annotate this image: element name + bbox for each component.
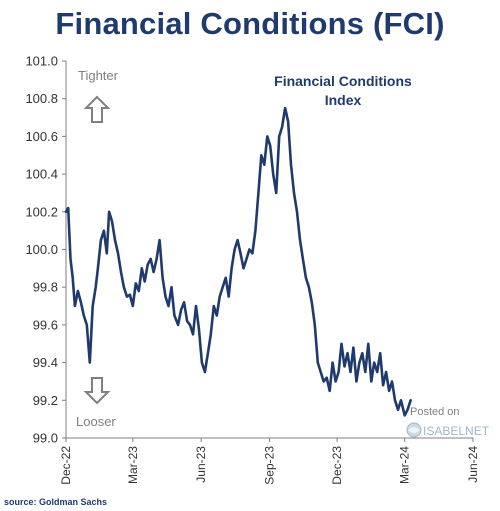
y-tick-label: 99.2 — [33, 393, 58, 408]
x-tick-label: Mar-24 — [398, 446, 412, 484]
x-axis-ticks: Dec-22 Mar-23 Jun-23 Sep-23 Dec-23 Mar-24 Jun-… — [59, 438, 480, 485]
y-tick-label: 101.0 — [25, 54, 58, 69]
series-label-line2: Index — [325, 92, 362, 108]
y-tick-label: 99.8 — [33, 280, 58, 295]
x-tick-label: Sep-23 — [263, 446, 277, 485]
isabelnet-logo-icon — [406, 422, 422, 438]
y-axis-ticks: 101.0 100.8 100.6 100.4 100.2 100.0 99.8 99.6 99… — [25, 54, 66, 446]
looser-label: Looser — [76, 414, 116, 429]
x-tick-label: Mar-23 — [126, 446, 140, 484]
tighter-label: Tighter — [78, 68, 119, 83]
y-tick-label: 100.6 — [25, 129, 58, 144]
y-tick-label: 100.8 — [25, 91, 58, 106]
page-title: Financial Conditions (FCI) — [55, 6, 445, 41]
y-tick-label: 100.0 — [25, 242, 58, 257]
y-tick-label: 99.6 — [33, 317, 58, 332]
y-tick-label: 100.4 — [25, 167, 58, 182]
tighter-arrow-icon — [83, 95, 111, 123]
plot-area — [66, 61, 473, 438]
y-tick-label: 100.2 — [25, 204, 58, 219]
source-note: source: Goldman Sachs — [4, 497, 108, 507]
watermark-posted-on: Posted on — [410, 406, 460, 418]
series-label-line1: Financial Conditions — [274, 73, 412, 89]
looser-arrow-icon — [83, 377, 111, 405]
x-tick-label: Jun-24 — [466, 446, 480, 483]
x-tick-label: Jun-23 — [194, 446, 208, 483]
watermark-isabelnet: ISABELNET — [423, 424, 490, 438]
x-tick-label: Dec-22 — [59, 446, 73, 485]
y-tick-label: 99.4 — [33, 355, 58, 370]
fci-series-line — [64, 106, 412, 417]
y-tick-label: 99.0 — [33, 431, 58, 446]
x-tick-label: Dec-23 — [330, 446, 344, 485]
